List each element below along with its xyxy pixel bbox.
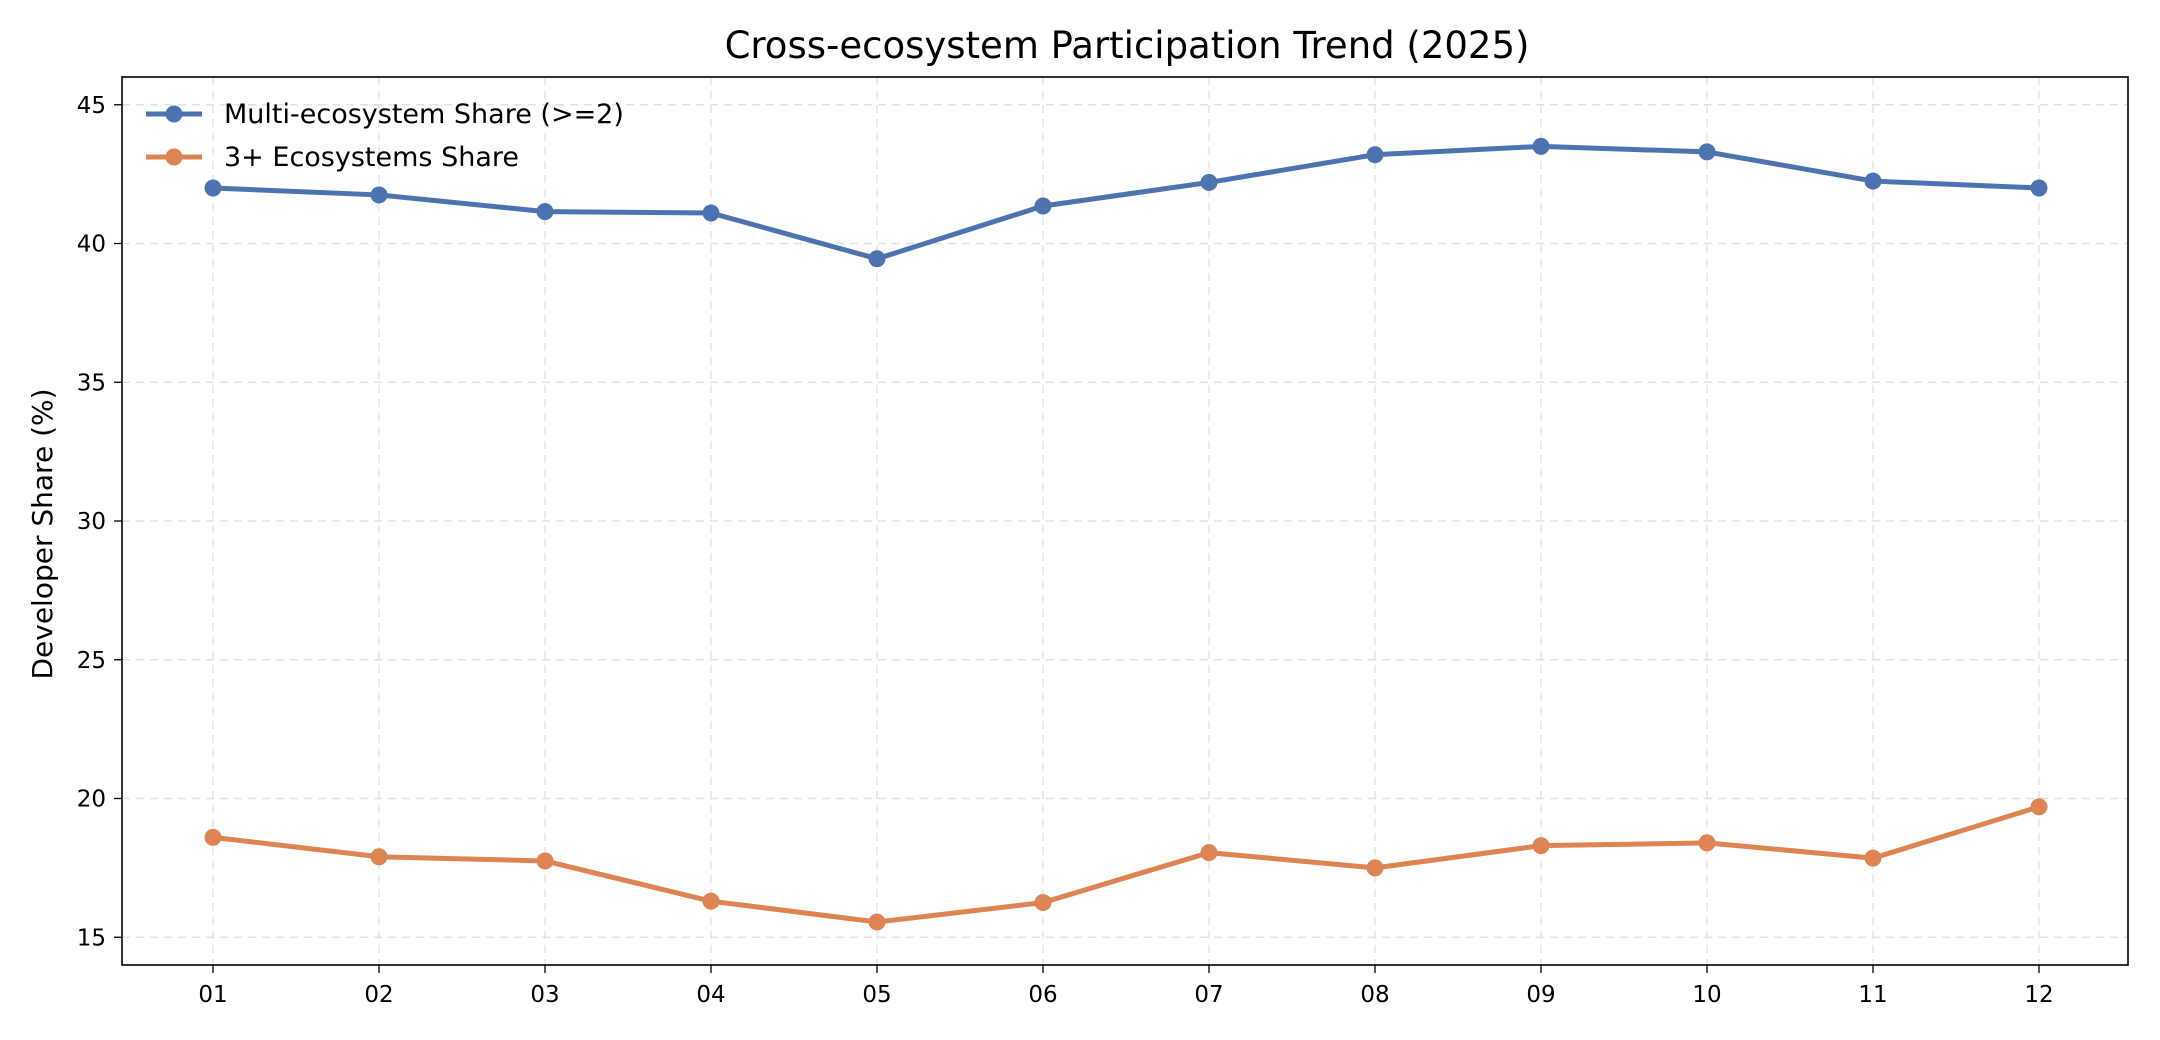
legend-marker-1 xyxy=(165,105,183,123)
y-tick-label: 30 xyxy=(77,509,106,535)
series-1-point xyxy=(702,204,720,222)
series-2-point xyxy=(2030,798,2048,816)
series-2-point xyxy=(204,828,222,846)
x-tick-label: 02 xyxy=(364,982,393,1008)
series-2-point xyxy=(1698,834,1716,852)
x-tick-label: 05 xyxy=(862,982,891,1008)
series-1-point xyxy=(868,250,886,268)
series-1-point xyxy=(2030,179,2048,197)
y-tick-label: 25 xyxy=(77,648,106,674)
legend-label-1: Multi-ecosystem Share (>=2) xyxy=(224,99,624,130)
series-1-point xyxy=(1698,143,1716,161)
legend: Multi-ecosystem Share (>=2) 3+ Ecosystems… xyxy=(146,99,624,173)
series-2-point xyxy=(370,848,388,866)
series-1-point xyxy=(1200,173,1218,191)
series-2-point xyxy=(1200,844,1218,862)
series-1-point xyxy=(370,186,388,204)
series-1-point xyxy=(1366,146,1384,164)
series-2-point xyxy=(702,892,720,910)
x-tick-label: 06 xyxy=(1028,982,1057,1008)
x-tick-label: 01 xyxy=(198,982,227,1008)
x-tick-label: 10 xyxy=(1692,982,1721,1008)
plot-frame xyxy=(121,76,2129,966)
x-tick-label: 11 xyxy=(1858,982,1887,1008)
x-tick-label: 09 xyxy=(1526,982,1555,1008)
grid-lines xyxy=(122,77,2128,965)
x-tick-label: 08 xyxy=(1360,982,1389,1008)
series-2-point xyxy=(1532,837,1550,855)
series-1-point xyxy=(1532,137,1550,155)
series-line-2 xyxy=(210,804,2042,925)
series-2-point xyxy=(1864,849,1882,867)
y-axis-label: Developer Share (%) xyxy=(26,388,59,679)
series-group xyxy=(204,137,2048,931)
x-tick-label: 04 xyxy=(696,982,725,1008)
x-tick-label: 12 xyxy=(2024,982,2053,1008)
y-tick-label: 40 xyxy=(77,232,106,258)
y-tick-label: 20 xyxy=(77,787,106,813)
legend-marker-2 xyxy=(165,148,183,166)
chart-title: Cross-ecosystem Participation Trend (202… xyxy=(725,24,1530,67)
series-1-point xyxy=(204,179,222,197)
series-1-point xyxy=(1034,197,1052,215)
x-tick-label: 03 xyxy=(530,982,559,1008)
series-line-1 xyxy=(210,143,2042,262)
x-tick-label: 07 xyxy=(1194,982,1223,1008)
legend-label-2: 3+ Ecosystems Share xyxy=(224,142,519,173)
series-2-point xyxy=(1366,859,1384,877)
series-1-point xyxy=(536,203,554,221)
series-2-point xyxy=(1034,894,1052,912)
series-2-point xyxy=(868,913,886,931)
y-tick-label: 15 xyxy=(77,925,106,951)
axes: 01 02 03 04 05 06 07 08 09 10 11 12 15 20 25 30 35 40 45 xyxy=(77,93,2054,1008)
y-tick-label: 35 xyxy=(77,370,106,396)
series-1-point xyxy=(1864,172,1882,190)
y-tick-label: 45 xyxy=(77,93,106,119)
series-2-point xyxy=(536,852,554,870)
